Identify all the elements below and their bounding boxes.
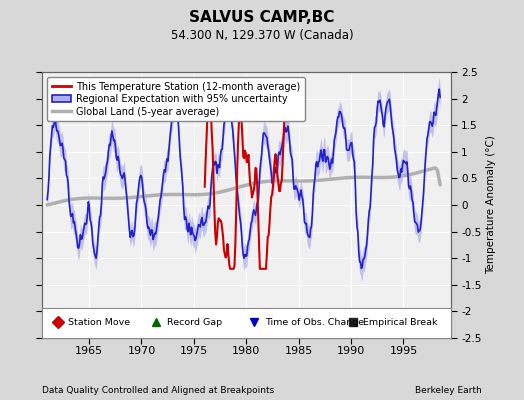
Legend: This Temperature Station (12-month average), Regional Expectation with 95% uncer: This Temperature Station (12-month avera… [47,77,305,122]
Text: Record Gap: Record Gap [167,318,222,327]
Text: SALVUS CAMP,BC: SALVUS CAMP,BC [189,10,335,25]
Text: Data Quality Controlled and Aligned at Breakpoints: Data Quality Controlled and Aligned at B… [42,386,274,395]
Text: Station Move: Station Move [69,318,130,327]
Text: Berkeley Earth: Berkeley Earth [416,386,482,395]
Text: 54.300 N, 129.370 W (Canada): 54.300 N, 129.370 W (Canada) [171,29,353,42]
Text: Empirical Break: Empirical Break [363,318,437,327]
Y-axis label: Temperature Anomaly (°C): Temperature Anomaly (°C) [486,136,496,274]
Text: Time of Obs. Change: Time of Obs. Change [265,318,364,327]
